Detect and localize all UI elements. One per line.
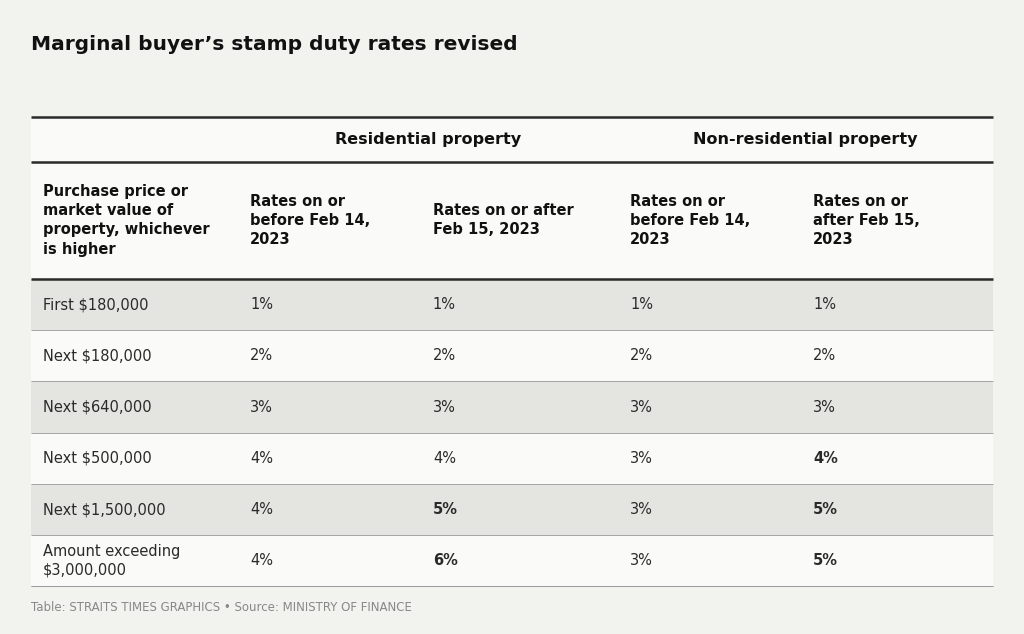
Text: 3%: 3% (630, 553, 653, 568)
Text: 5%: 5% (813, 502, 838, 517)
Text: Amount exceeding
$3,000,000: Amount exceeding $3,000,000 (43, 544, 180, 578)
Text: Next $500,000: Next $500,000 (43, 451, 152, 466)
Text: 3%: 3% (630, 399, 653, 415)
Text: Purchase price or
market value of
property, whichever
is higher: Purchase price or market value of proper… (43, 184, 210, 257)
Text: 4%: 4% (250, 451, 273, 466)
Text: 2%: 2% (813, 348, 837, 363)
Text: 6%: 6% (433, 553, 458, 568)
Text: First $180,000: First $180,000 (43, 297, 148, 312)
Text: 3%: 3% (813, 399, 836, 415)
Text: 1%: 1% (433, 297, 456, 312)
Text: Next $180,000: Next $180,000 (43, 348, 152, 363)
Text: Rates on or
before Feb 14,
2023: Rates on or before Feb 14, 2023 (630, 193, 751, 247)
Text: 5%: 5% (813, 553, 838, 568)
Text: 4%: 4% (250, 553, 273, 568)
Text: 2%: 2% (250, 348, 273, 363)
Text: 4%: 4% (250, 502, 273, 517)
Bar (31, 382, 993, 433)
Text: 1%: 1% (250, 297, 273, 312)
Bar (31, 433, 993, 484)
Text: 3%: 3% (250, 399, 272, 415)
Text: Next $1,500,000: Next $1,500,000 (43, 502, 166, 517)
Bar (31, 330, 993, 382)
Text: Next $640,000: Next $640,000 (43, 399, 152, 415)
Text: 3%: 3% (630, 451, 653, 466)
Text: 5%: 5% (433, 502, 458, 517)
Text: 3%: 3% (433, 399, 456, 415)
Text: 3%: 3% (630, 502, 653, 517)
Text: Table: STRAITS TIMES GRAPHICS • Source: MINISTRY OF FINANCE: Table: STRAITS TIMES GRAPHICS • Source: … (31, 600, 412, 614)
Text: 1%: 1% (630, 297, 653, 312)
Text: Residential property: Residential property (335, 132, 521, 147)
Text: 2%: 2% (433, 348, 456, 363)
Text: 4%: 4% (813, 451, 838, 466)
Text: Rates on or
before Feb 14,
2023: Rates on or before Feb 14, 2023 (250, 193, 371, 247)
Text: 1%: 1% (813, 297, 836, 312)
Text: Non-residential property: Non-residential property (693, 132, 918, 147)
Text: Rates on or after
Feb 15, 2023: Rates on or after Feb 15, 2023 (433, 204, 573, 237)
Bar (31, 484, 993, 535)
Text: Marginal buyer’s stamp duty rates revised: Marginal buyer’s stamp duty rates revise… (31, 35, 517, 54)
Bar (31, 279, 993, 330)
Text: Rates on or
after Feb 15,
2023: Rates on or after Feb 15, 2023 (813, 193, 920, 247)
Text: 2%: 2% (630, 348, 653, 363)
Text: 4%: 4% (433, 451, 456, 466)
Bar (31, 535, 993, 586)
